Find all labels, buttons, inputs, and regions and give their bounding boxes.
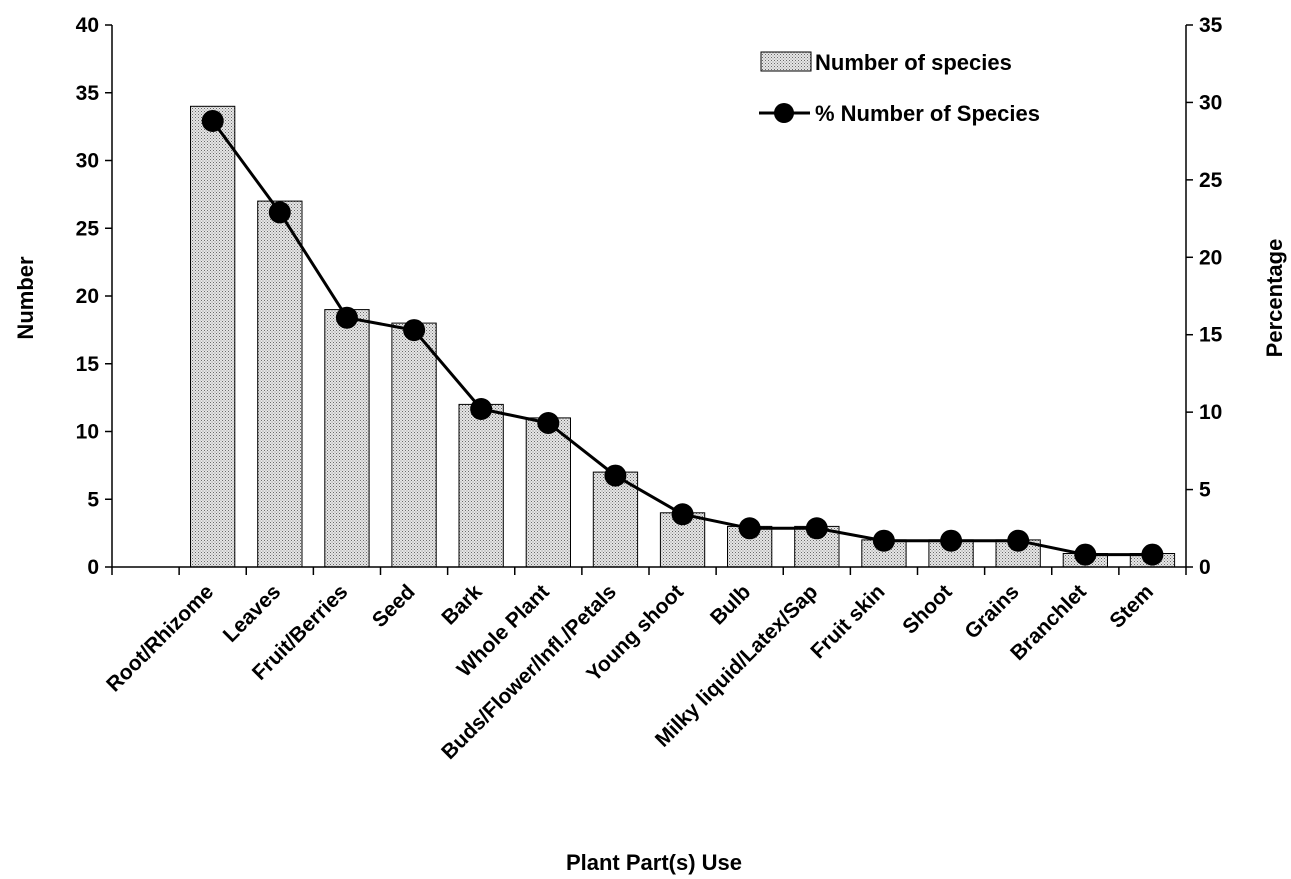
y2-tick-label-5: 5 bbox=[1199, 479, 1211, 502]
y-tick-label-15: 15 bbox=[76, 353, 100, 376]
x-tick-label-grains: Grains bbox=[960, 580, 1023, 643]
percent-point-milky-liquid-latex-sap bbox=[805, 517, 828, 540]
percent-point-whole-plant bbox=[537, 412, 560, 434]
y-tick-label-5: 5 bbox=[87, 488, 99, 511]
y-tick-label-35: 35 bbox=[76, 82, 100, 105]
labels-layer: 0 5 10 15 20 25 30 35 40 0 5 10 15 20 25 30 35 Root/Rhizo… bbox=[76, 14, 1223, 764]
legend-line-label: % Number of Species bbox=[815, 101, 1040, 126]
y2-tick-label-10: 10 bbox=[1199, 401, 1222, 424]
bar-seed bbox=[391, 322, 437, 568]
x-tick-label-bulb: Bulb bbox=[706, 580, 755, 629]
legend-bar-label: Number of species bbox=[815, 50, 1012, 75]
y2-tick-label-35: 35 bbox=[1199, 14, 1223, 37]
percent-point-branchlet bbox=[1074, 543, 1097, 566]
y-tick-label-0: 0 bbox=[87, 556, 99, 579]
bar-whole-plant bbox=[525, 417, 572, 568]
axes-layer bbox=[105, 24, 1193, 575]
percent-point-seed bbox=[403, 319, 426, 342]
x-tick-label-bark: Bark bbox=[437, 580, 487, 630]
percent-point-grains bbox=[1007, 529, 1030, 552]
percent-point-bulb bbox=[738, 517, 761, 540]
x-tick-label-root-rhizome: Root/Rhizome bbox=[102, 580, 218, 696]
x-tick-label-shoot: Shoot bbox=[898, 580, 956, 638]
y2-tick-label-30: 30 bbox=[1199, 91, 1222, 114]
percent-point-bark bbox=[470, 398, 493, 420]
percent-point-young-shoot bbox=[671, 503, 694, 526]
y-tick-label-30: 30 bbox=[76, 150, 99, 173]
bar-bark bbox=[458, 403, 504, 568]
percent-point-stem bbox=[1141, 543, 1164, 566]
bar-root-rhizome bbox=[190, 105, 236, 568]
bar-leaves bbox=[257, 200, 303, 568]
y-tick-label-40: 40 bbox=[76, 14, 99, 37]
y-axis-title: Number bbox=[13, 256, 38, 340]
percent-point-root-rhizome bbox=[201, 110, 224, 132]
bars-layer bbox=[190, 105, 1176, 568]
legend-line-marker bbox=[774, 103, 794, 123]
x-tick-label-seed: Seed bbox=[368, 580, 420, 632]
x-tick-label-stem: Stem bbox=[1105, 580, 1158, 633]
y2-tick-label-25: 25 bbox=[1199, 169, 1223, 192]
y2-tick-label-20: 20 bbox=[1199, 246, 1222, 269]
bar-fruit-berries bbox=[324, 309, 370, 568]
percent-point-shoot bbox=[940, 529, 963, 552]
y-tick-label-10: 10 bbox=[76, 421, 99, 444]
percent-point-buds-flower-infl-petals bbox=[604, 464, 627, 487]
y2-tick-label-0: 0 bbox=[1199, 556, 1211, 579]
line-layer bbox=[201, 110, 1164, 566]
bar-buds-flower-infl-petals bbox=[592, 471, 639, 568]
legend: Number of species % Number of Species bbox=[759, 50, 1040, 126]
y2-axis-title: Percentage bbox=[1262, 239, 1287, 358]
percent-point-fruit-berries bbox=[335, 306, 358, 329]
percent-point-leaves bbox=[268, 201, 291, 224]
x-axis-title: Plant Part(s) Use bbox=[566, 850, 742, 875]
bar-milky-liquid-latex-sap bbox=[794, 525, 840, 568]
y-tick-label-20: 20 bbox=[76, 285, 99, 308]
y2-tick-label-15: 15 bbox=[1199, 324, 1223, 347]
percent-point-fruit-skin bbox=[872, 529, 895, 552]
legend-bar-swatch bbox=[760, 51, 812, 72]
x-tick-label-leaves: Leaves bbox=[219, 580, 286, 647]
y-tick-label-25: 25 bbox=[76, 217, 100, 240]
x-tick-label-fruit-skin: Fruit skin bbox=[806, 580, 889, 663]
